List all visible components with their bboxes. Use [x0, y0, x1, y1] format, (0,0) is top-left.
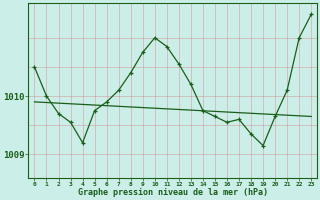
X-axis label: Graphe pression niveau de la mer (hPa): Graphe pression niveau de la mer (hPa) — [78, 188, 268, 197]
